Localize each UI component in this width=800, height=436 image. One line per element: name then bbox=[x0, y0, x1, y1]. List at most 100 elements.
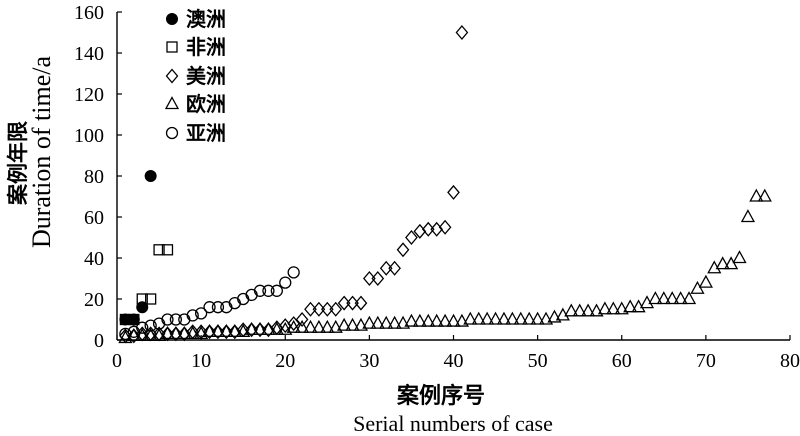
data-point-series4-43 bbox=[471, 311, 486, 325]
data-point-series4-61 bbox=[623, 299, 638, 313]
data-point-series4-72 bbox=[715, 256, 730, 270]
data-point-series3-9 bbox=[186, 324, 200, 340]
data-point-series4-44 bbox=[480, 311, 495, 325]
data-point-series3-3 bbox=[135, 326, 149, 342]
x-tick-label: 60 bbox=[612, 350, 632, 372]
legend-label: 欧洲 bbox=[186, 92, 226, 116]
data-point-series3-5 bbox=[152, 326, 166, 342]
data-point-series5-4 bbox=[144, 319, 157, 332]
data-point-series4-59 bbox=[606, 301, 621, 315]
y-axis-title-cn: 案例年限 bbox=[5, 121, 30, 206]
legend-item-1: 澳洲 bbox=[166, 7, 226, 31]
data-point-series3-40 bbox=[447, 184, 460, 200]
data-point-series4-41 bbox=[454, 313, 470, 327]
data-point-series5-12 bbox=[211, 301, 225, 314]
data-point-series3-41 bbox=[455, 24, 469, 41]
data-point-series4-31 bbox=[370, 315, 385, 329]
series-3-points bbox=[119, 24, 469, 344]
data-point-series5-11 bbox=[203, 301, 216, 314]
data-point-series3-1 bbox=[119, 328, 132, 344]
data-point-series4-64 bbox=[648, 291, 663, 305]
data-point-series3-17 bbox=[253, 322, 267, 338]
x-tick-label: 0 bbox=[112, 350, 122, 372]
series-1-points bbox=[119, 170, 157, 326]
data-point-series4-49 bbox=[522, 311, 537, 325]
data-point-series4-48 bbox=[513, 311, 528, 325]
data-point-series4-42 bbox=[463, 311, 478, 325]
data-point-series5-9 bbox=[186, 309, 199, 322]
data-points bbox=[118, 24, 772, 344]
data-point-series3-12 bbox=[211, 324, 225, 340]
y-axis-title-en: Duration of time/a bbox=[27, 56, 56, 249]
legend-item-2: 非洲 bbox=[166, 35, 226, 59]
y-tick-label: 100 bbox=[74, 125, 104, 147]
data-point-series5-18 bbox=[262, 284, 275, 297]
legend-label: 美洲 bbox=[186, 64, 226, 88]
data-point-series3-22 bbox=[295, 311, 309, 328]
data-point-series3-32 bbox=[379, 260, 393, 276]
data-point-series4-57 bbox=[589, 303, 604, 317]
data-point-series3-31 bbox=[371, 270, 385, 287]
data-point-series4-40 bbox=[446, 313, 461, 327]
legend-marker bbox=[164, 96, 180, 110]
data-point-series2-4 bbox=[144, 293, 157, 305]
legend-label: 非洲 bbox=[186, 35, 226, 59]
data-point-series4-35 bbox=[404, 313, 419, 327]
data-point-series1-3 bbox=[136, 301, 149, 314]
data-point-series4-27 bbox=[337, 317, 352, 331]
legend-marker bbox=[165, 126, 179, 140]
data-point-series3-29 bbox=[354, 295, 368, 311]
data-point-series4-77 bbox=[757, 188, 772, 202]
data-point-series4-45 bbox=[488, 311, 503, 325]
data-point-series4-38 bbox=[429, 313, 444, 327]
data-point-series3-24 bbox=[312, 301, 326, 317]
data-point-series4-25 bbox=[320, 319, 335, 333]
data-point-series4-58 bbox=[597, 301, 613, 315]
legend-item-3: 美洲 bbox=[165, 64, 226, 88]
data-point-series3-23 bbox=[304, 301, 317, 317]
data-point-series4-39 bbox=[437, 313, 453, 327]
data-point-series3-6 bbox=[161, 326, 174, 342]
data-point-series4-24 bbox=[311, 319, 326, 333]
y-tick-label: 60 bbox=[84, 207, 104, 229]
data-point-series4-23 bbox=[303, 319, 318, 333]
data-point-series4-76 bbox=[749, 188, 764, 202]
data-point-series3-33 bbox=[388, 260, 401, 276]
legend-item-4: 欧洲 bbox=[164, 92, 226, 116]
data-point-series5-19 bbox=[270, 284, 283, 297]
legend-label: 澳洲 bbox=[186, 7, 226, 31]
data-point-series4-51 bbox=[538, 311, 554, 325]
data-point-series1-4 bbox=[144, 170, 157, 182]
data-point-series3-39 bbox=[438, 219, 452, 235]
y-tick-label: 40 bbox=[84, 248, 104, 270]
data-point-series5-3 bbox=[136, 321, 149, 334]
x-tick-label: 20 bbox=[275, 350, 295, 372]
series-5-points bbox=[119, 266, 300, 341]
data-point-series3-37 bbox=[421, 221, 435, 237]
data-point-series4-33 bbox=[387, 315, 402, 329]
data-point-series4-70 bbox=[698, 274, 713, 288]
data-point-series4-28 bbox=[345, 317, 360, 331]
data-point-series4-52 bbox=[547, 309, 562, 323]
data-point-series4-47 bbox=[505, 311, 520, 325]
data-point-series3-35 bbox=[405, 229, 418, 246]
legend-label: 亚洲 bbox=[186, 121, 226, 145]
y-tick-label: 20 bbox=[84, 289, 104, 311]
data-point-series4-29 bbox=[353, 317, 369, 331]
legend-item-5: 亚洲 bbox=[165, 121, 226, 145]
data-point-series3-21 bbox=[287, 316, 301, 332]
data-point-series5-7 bbox=[169, 313, 183, 326]
data-point-series4-46 bbox=[496, 311, 512, 325]
data-point-series4-56 bbox=[581, 303, 596, 317]
data-point-series3-30 bbox=[363, 270, 376, 287]
x-tick-label: 10 bbox=[191, 350, 211, 372]
data-point-series2-5 bbox=[153, 244, 165, 256]
x-axis-ticks: 0 10 20 30 40 50 60 70 80 bbox=[112, 335, 800, 372]
x-tick-label: 40 bbox=[444, 350, 464, 372]
data-point-series4-74 bbox=[732, 250, 747, 264]
x-tick-label: 50 bbox=[528, 350, 548, 372]
y-tick-label: 140 bbox=[74, 43, 104, 65]
data-point-series1-2 bbox=[127, 313, 140, 326]
data-point-series2-6 bbox=[161, 244, 174, 256]
